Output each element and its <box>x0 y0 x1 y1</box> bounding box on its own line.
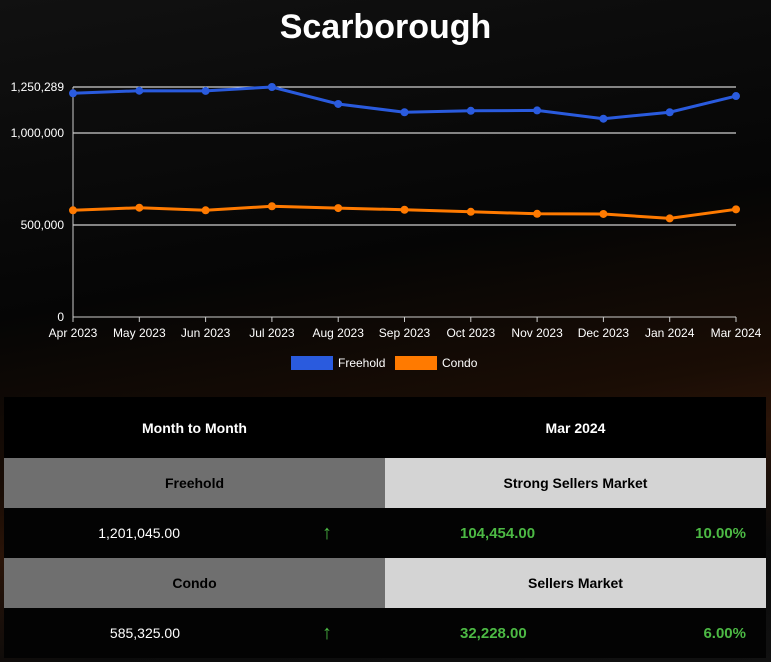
y-tick-label: 500,000 <box>21 218 65 232</box>
y-tick-label: 0 <box>57 310 64 324</box>
data-point-condo <box>599 209 608 218</box>
data-point-condo <box>267 202 276 211</box>
x-tick-label: Mar 2024 <box>711 326 762 340</box>
x-tick-label: Jan 2024 <box>645 326 695 340</box>
data-point-condo <box>665 214 674 223</box>
data-point-condo <box>201 206 210 215</box>
x-tick-label: Nov 2023 <box>511 326 563 340</box>
x-tick-label: Oct 2023 <box>446 326 495 340</box>
table-header: Month to Month Mar 2024 <box>4 397 766 458</box>
value-row: 1,201,045.00 ↑ 104,454.00 10.00% <box>4 508 766 558</box>
data-point-freehold <box>732 92 740 101</box>
property-type: Condo <box>4 558 385 608</box>
price-value: 1,201,045.00 <box>98 525 180 541</box>
data-point-freehold <box>267 83 276 91</box>
arrow-up-icon: ↑ <box>322 521 332 544</box>
x-tick-label: Jun 2023 <box>181 326 231 340</box>
data-point-condo <box>466 207 475 216</box>
data-point-condo <box>533 209 542 218</box>
legend-swatch-condo <box>395 356 437 370</box>
market-status: Sellers Market <box>385 558 766 608</box>
x-tick-label: Dec 2023 <box>578 326 630 340</box>
type-row: Condo Sellers Market <box>4 558 766 608</box>
data-point-condo <box>69 206 77 215</box>
summary-table: Month to Month Mar 2024 Freehold Strong … <box>4 397 766 658</box>
change-value: 104,454.00 <box>460 524 536 542</box>
legend-label-condo: Condo <box>442 356 478 370</box>
percent-change: 10.00% <box>695 524 746 542</box>
data-point-freehold <box>599 114 608 123</box>
data-point-condo <box>334 204 343 213</box>
change-value: 32,228.00 <box>460 624 527 642</box>
data-point-condo <box>400 205 409 214</box>
x-tick-label: Sep 2023 <box>379 326 431 340</box>
data-point-condo <box>732 205 740 214</box>
header-period-label: Month to Month <box>142 419 247 436</box>
data-point-freehold <box>400 108 409 117</box>
percent-change: 6.00% <box>703 624 746 642</box>
y-tick-label: 1,250,289 <box>11 80 65 94</box>
line-chart: 0 500,000 1,000,000 1,250,289 Apr 2023 May 20… <box>11 80 762 370</box>
market-status: Strong Sellers Market <box>385 458 766 508</box>
legend-swatch-freehold <box>291 356 333 370</box>
x-tick-label: May 2023 <box>113 326 166 340</box>
x-tick-label: Apr 2023 <box>49 326 98 340</box>
y-tick-label: 1,000,000 <box>11 126 65 140</box>
price-value: 585,325.00 <box>109 625 180 641</box>
legend-label-freehold: Freehold <box>338 356 385 370</box>
x-tick-label: Aug 2023 <box>313 326 365 340</box>
value-row: 585,325.00 ↑ 32,228.00 6.00% <box>4 608 766 658</box>
x-tick-label: Jul 2023 <box>249 326 295 340</box>
data-point-condo <box>135 203 144 212</box>
data-point-freehold <box>665 108 674 117</box>
arrow-up-icon: ↑ <box>322 621 332 644</box>
data-point-freehold <box>466 106 475 115</box>
data-point-freehold <box>533 106 542 115</box>
data-point-freehold <box>334 99 343 108</box>
type-row: Freehold Strong Sellers Market <box>4 458 766 508</box>
data-point-freehold <box>135 86 144 95</box>
header-month: Mar 2024 <box>545 419 606 436</box>
property-type: Freehold <box>4 458 385 508</box>
page-title: Scarborough <box>279 8 492 46</box>
data-point-freehold <box>69 89 77 98</box>
data-point-freehold <box>201 86 210 95</box>
